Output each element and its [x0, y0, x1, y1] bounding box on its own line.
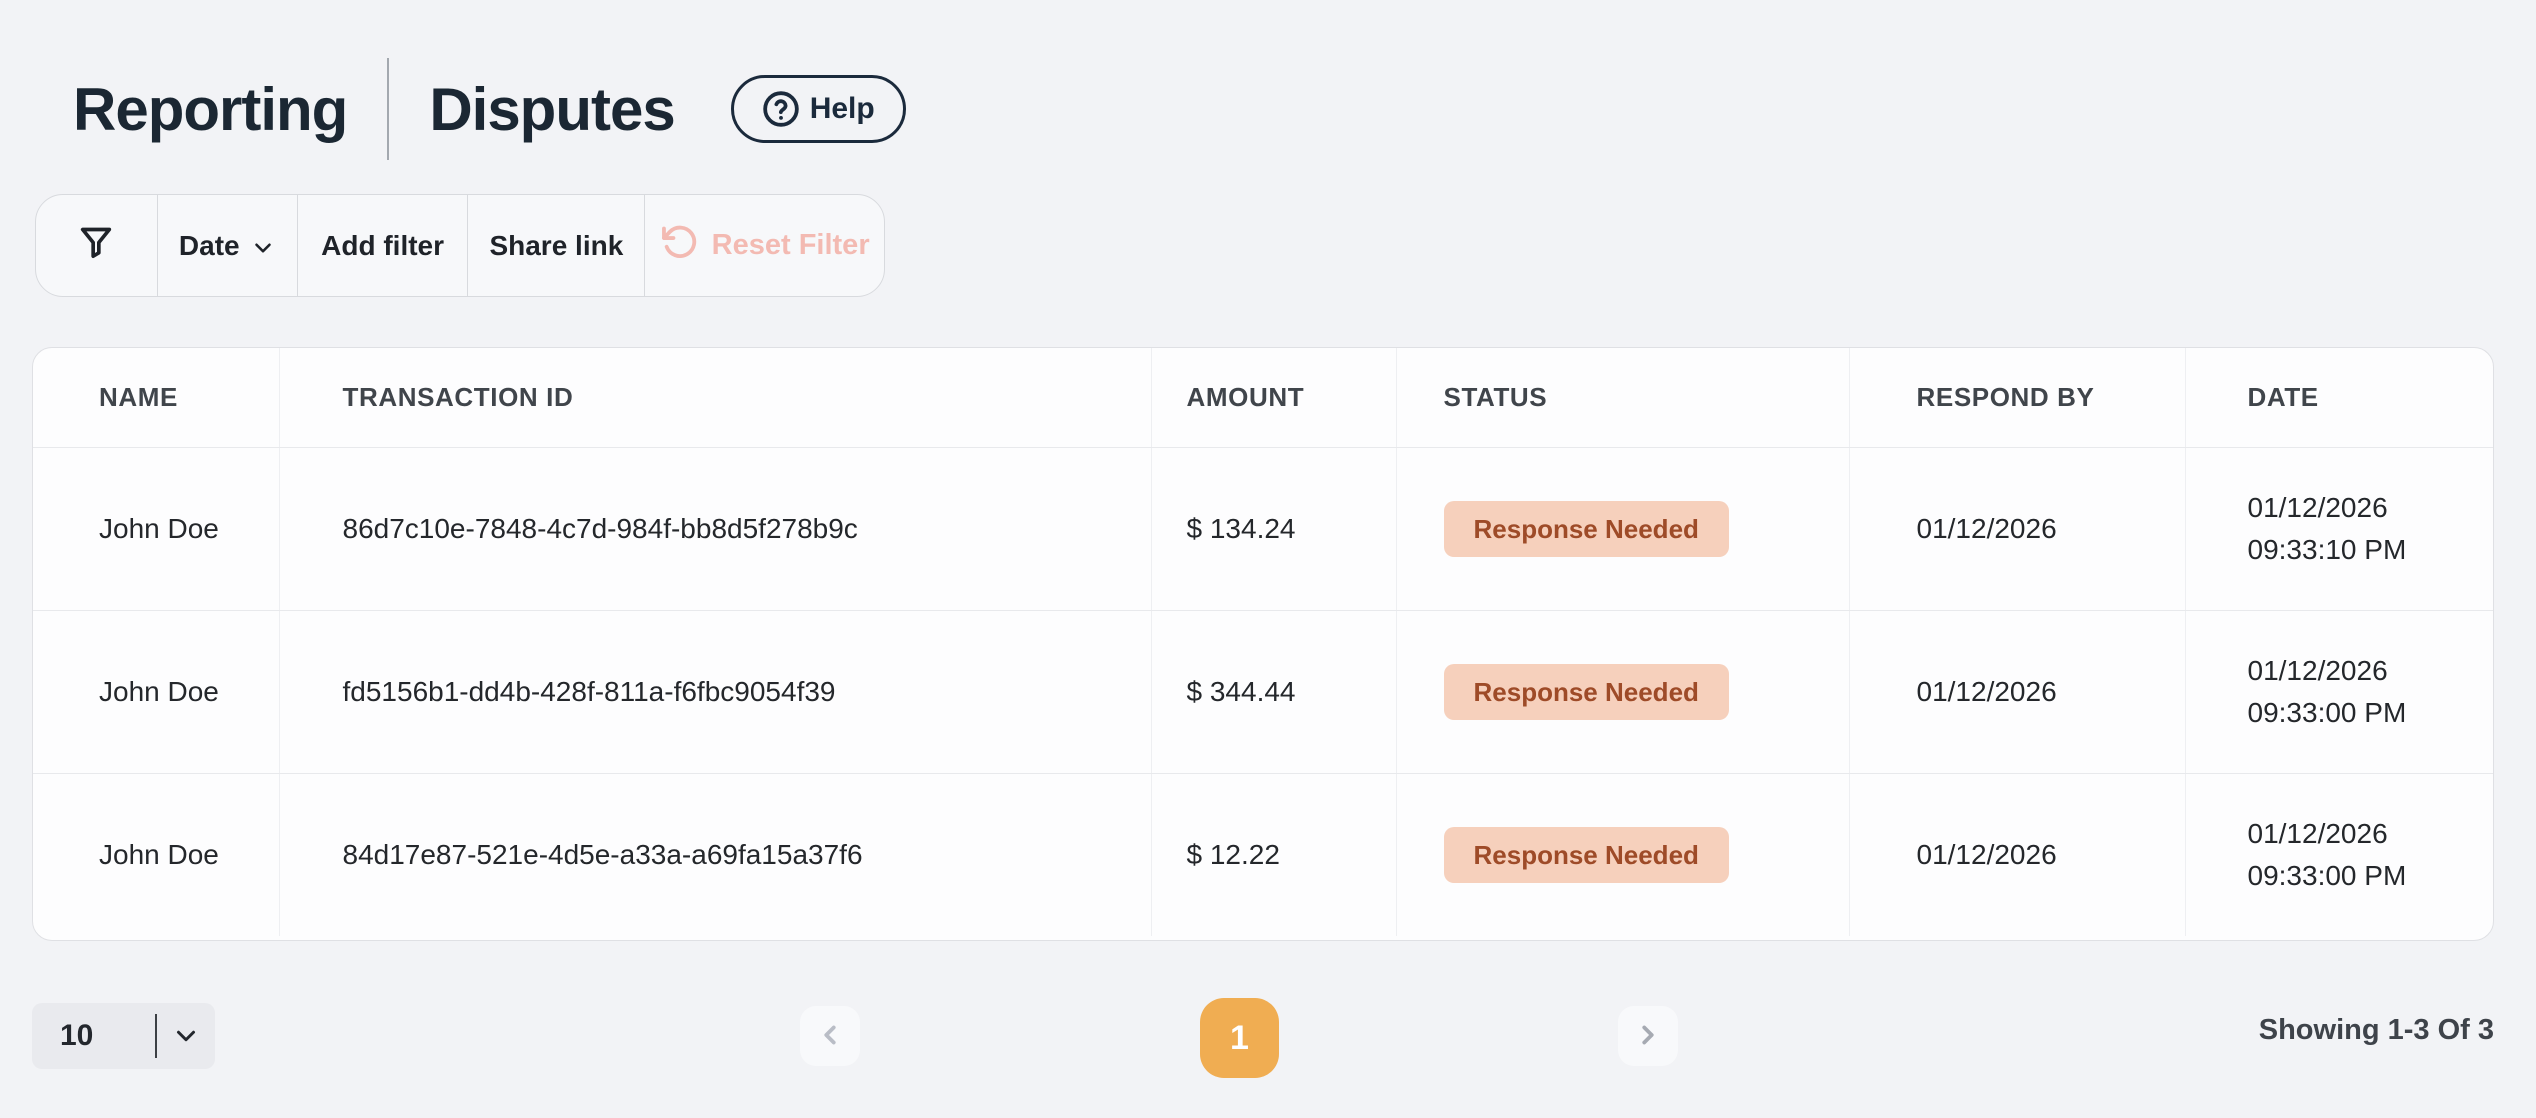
column-header-transaction: TRANSACTION ID [279, 348, 1152, 448]
table-header-row: NAME TRANSACTION ID AMOUNT STATUS RESPON… [33, 348, 2493, 448]
help-button[interactable]: Help [730, 75, 906, 143]
page-size-select[interactable]: 10 [32, 1003, 215, 1069]
share-link-button[interactable]: Share link [468, 195, 646, 296]
title-divider [387, 58, 390, 160]
funnel-icon [76, 222, 116, 269]
cell-name: John Doe [33, 773, 280, 936]
date-value: 01/12/2026 [2247, 817, 2388, 849]
time-value: 09:33:00 PM [2247, 696, 2407, 728]
page-size-value: 10 [60, 1019, 94, 1052]
cell-date: 01/12/2026 09:33:10 PM [2185, 447, 2493, 611]
add-filter-label: Add filter [321, 229, 445, 261]
cell-status: Response Needed [1396, 447, 1850, 611]
cell-respond-by: 01/12/2026 [1849, 447, 2186, 611]
time-value: 09:33:00 PM [2247, 859, 2407, 891]
date-value: 01/12/2026 [2247, 491, 2388, 523]
add-filter-button[interactable]: Add filter [298, 195, 469, 296]
chevron-right-icon [1633, 1020, 1663, 1053]
status-badge: Response Needed [1443, 663, 1729, 720]
page-header: Reporting Disputes Help [73, 58, 906, 160]
disputes-table-card: NAME TRANSACTION ID AMOUNT STATUS RESPON… [32, 347, 2494, 941]
previous-page-button[interactable] [800, 1006, 860, 1066]
page-title: Reporting [73, 75, 348, 143]
cell-amount: $ 344.44 [1151, 610, 1397, 774]
cell-amount: $ 12.22 [1151, 773, 1397, 936]
table-row[interactable]: John Doe fd5156b1-dd4b-428f-811a-f6fbc90… [33, 610, 2493, 774]
disputes-table: NAME TRANSACTION ID AMOUNT STATUS RESPON… [33, 348, 2493, 936]
showing-summary: Showing 1-3 Of 3 [2258, 1014, 2494, 1046]
cell-date: 01/12/2026 09:33:00 PM [2185, 773, 2493, 936]
help-circle-icon [762, 90, 800, 128]
cell-transaction-id: 84d17e87-521e-4d5e-a33a-a69fa15a37f6 [279, 773, 1152, 936]
reset-icon [660, 223, 698, 269]
table-row[interactable]: John Doe 86d7c10e-7848-4c7d-984f-bb8d5f2… [33, 447, 2493, 611]
reset-filter-button[interactable]: Reset Filter [645, 195, 884, 296]
cell-status: Response Needed [1396, 773, 1850, 936]
status-badge: Response Needed [1443, 500, 1729, 557]
cell-status: Response Needed [1396, 610, 1850, 774]
status-badge: Response Needed [1443, 826, 1729, 883]
chevron-down-icon [250, 231, 276, 261]
cell-name: John Doe [33, 447, 280, 611]
filter-bar: Date Add filter Share link Reset Filter [35, 194, 885, 297]
page-1-button[interactable]: 1 [1200, 998, 1279, 1078]
filter-funnel-button[interactable] [36, 195, 158, 296]
next-page-button[interactable] [1618, 1006, 1678, 1066]
chevron-down-icon [157, 1021, 215, 1051]
chevron-left-icon [815, 1020, 845, 1053]
column-header-date: DATE [2185, 348, 2493, 448]
cell-date: 01/12/2026 09:33:00 PM [2185, 610, 2493, 774]
cell-respond-by: 01/12/2026 [1849, 773, 2186, 936]
date-filter-dropdown[interactable]: Date [158, 195, 298, 296]
cell-transaction-id: 86d7c10e-7848-4c7d-984f-bb8d5f278b9c [279, 447, 1152, 611]
help-button-label: Help [809, 92, 875, 125]
column-header-respond-by: RESPOND BY [1849, 348, 2186, 448]
column-header-name: NAME [33, 348, 280, 448]
table-row[interactable]: John Doe 84d17e87-521e-4d5e-a33a-a69fa15… [33, 773, 2493, 936]
column-header-amount: AMOUNT [1151, 348, 1397, 448]
date-value: 01/12/2026 [2247, 654, 2388, 686]
share-link-label: Share link [489, 229, 624, 261]
column-header-status: STATUS [1396, 348, 1850, 448]
cell-transaction-id: fd5156b1-dd4b-428f-811a-f6fbc9054f39 [279, 610, 1152, 774]
reset-filter-label: Reset Filter [711, 229, 870, 261]
date-filter-label: Date [178, 229, 240, 261]
cell-name: John Doe [33, 610, 280, 774]
time-value: 09:33:10 PM [2247, 533, 2407, 565]
page-subtitle: Disputes [429, 75, 675, 143]
cell-amount: $ 134.24 [1151, 447, 1397, 611]
cell-respond-by: 01/12/2026 [1849, 610, 2186, 774]
page-size-divider [155, 1014, 157, 1058]
